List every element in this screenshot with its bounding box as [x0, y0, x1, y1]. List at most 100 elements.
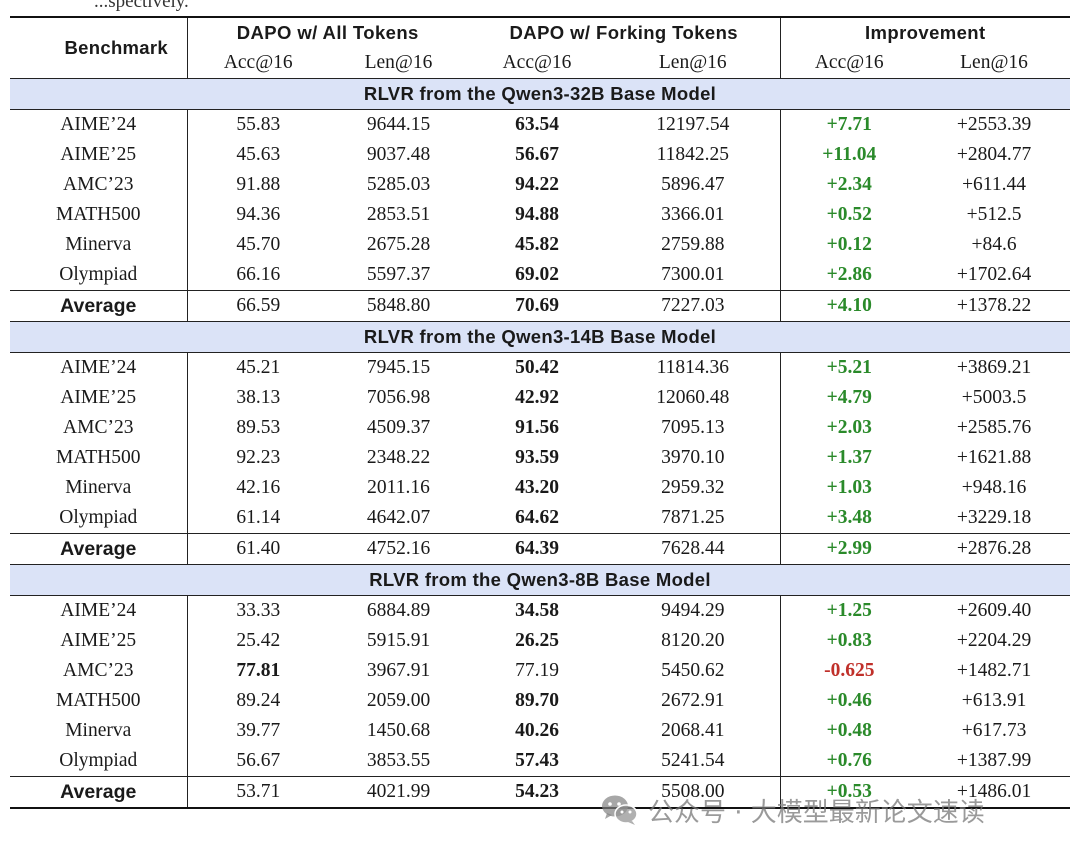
results-table: Benchmark DAPO w/ All Tokens DAPO w/ For…	[10, 16, 1071, 809]
all-acc-cell: 25.42	[186, 626, 329, 656]
all-len-cell: 5848.80	[329, 290, 469, 322]
all-acc-cell: 66.59	[186, 290, 329, 322]
improvement-acc-cell: +1.03	[779, 473, 919, 503]
improvement-acc-cell: +2.03	[779, 413, 919, 443]
improvement-acc-cell: +0.48	[779, 716, 919, 746]
all-len-cell: 4642.07	[366, 507, 431, 528]
forking-len-cell: 5241.54	[661, 750, 725, 771]
forking-acc-cell: 70.69	[468, 290, 607, 322]
section-title: RLVR from the Qwen3-14B Base Model	[10, 321, 1071, 353]
forking-acc-cell: 93.59	[515, 447, 559, 468]
forking-acc-cell: 77.19	[515, 660, 559, 681]
forking-acc-cell: 89.70	[515, 690, 559, 711]
all-len-cell: 6884.89	[366, 600, 431, 621]
section-header-row: RLVR from the Qwen3-8B Base Model	[10, 564, 1071, 596]
improvement-len-cell: +617.73	[961, 720, 1027, 741]
forking-acc-cell: 64.39	[468, 533, 607, 565]
improvement-acc-cell: +0.53	[779, 776, 919, 809]
improvement-len-cell: +512.5	[966, 204, 1022, 225]
improvement-acc-cell: +3.48	[779, 503, 919, 534]
forking-acc-cell: 34.58	[515, 600, 559, 621]
all-acc-cell: 89.24	[186, 686, 329, 716]
average-row: Average 61.40 4752.16 64.39 7628.44 +2.99 +287…	[10, 533, 1071, 565]
benchmark-name: AIME’25	[60, 144, 137, 165]
all-len-cell: 4021.99	[329, 776, 469, 809]
table-row: Minerva 39.77 1450.68 40.26 2068.41 +0.48 +617…	[10, 716, 1070, 746]
table-row: AIME’24 33.33 6884.89 34.58 9494.29 +1.25 +260…	[10, 595, 1070, 626]
benchmark-name: AIME’25	[60, 630, 137, 651]
forking-acc-cell: 69.02	[515, 264, 559, 285]
benchmark-name: MATH500	[55, 447, 141, 468]
all-acc-cell: 66.16	[186, 260, 329, 291]
improvement-len-cell: +84.6	[971, 234, 1017, 255]
improvement-len-cell: +3869.21	[956, 357, 1032, 378]
forking-len-cell: 11842.25	[656, 144, 729, 165]
forking-len-cell: 8120.20	[661, 630, 725, 651]
improvement-acc-cell: +0.76	[779, 746, 919, 777]
forking-acc-cell: 54.23	[468, 776, 607, 809]
all-len-cell: 2059.00	[366, 690, 431, 711]
subheader-row: Acc@16 Len@16 Acc@16 Len@16 Acc@16 Len@1…	[10, 48, 1070, 79]
all-len-cell: 5597.37	[366, 264, 431, 285]
improvement-acc-cell: +7.71	[779, 109, 919, 140]
forking-acc-cell: 63.54	[515, 114, 559, 135]
forking-len-cell: 2068.41	[661, 720, 725, 741]
subheader-acc: Acc@16	[186, 48, 329, 79]
all-len-cell: 4752.16	[329, 533, 469, 565]
forking-acc-cell: 56.67	[515, 144, 559, 165]
forking-len-cell: 7300.01	[661, 264, 725, 285]
wechat-icon	[600, 793, 640, 827]
forking-len-cell: 2759.88	[661, 234, 725, 255]
improvement-acc-cell: +0.46	[779, 686, 919, 716]
all-acc-cell: 45.70	[186, 230, 329, 260]
forking-len-cell: 3366.01	[661, 204, 725, 225]
subheader-len: Len@16	[364, 52, 433, 73]
improvement-acc-cell: +2.34	[779, 170, 919, 200]
benchmark-name: Average	[10, 533, 187, 565]
all-acc-cell: 45.63	[186, 140, 329, 170]
group-header-all-tokens: DAPO w/ All Tokens	[186, 16, 469, 48]
section-title: RLVR from the Qwen3-32B Base Model	[10, 78, 1071, 110]
benchmark-name: AIME’25	[60, 387, 137, 408]
improvement-len-cell: +5003.5	[961, 387, 1027, 408]
section-title: RLVR from the Qwen3-8B Base Model	[10, 564, 1071, 596]
improvement-acc-cell: +4.10	[779, 290, 919, 322]
table-row: AIME’24 55.83 9644.15 63.54 12197.54 +7.71 +25…	[10, 109, 1070, 140]
all-len-cell: 3967.91	[366, 660, 431, 681]
all-acc-cell: 89.53	[186, 413, 329, 443]
benchmark-name: AIME’24	[60, 600, 137, 621]
all-len-cell: 1450.68	[366, 720, 431, 741]
forking-acc-cell: 50.42	[515, 357, 559, 378]
improvement-len-cell: +2876.28	[918, 533, 1071, 565]
forking-acc-cell: 40.26	[515, 720, 559, 741]
improvement-acc-cell: +4.79	[779, 383, 919, 413]
improvement-acc-cell: +0.83	[779, 626, 919, 656]
forking-acc-cell: 64.62	[515, 507, 559, 528]
forking-acc-cell: 94.22	[515, 174, 559, 195]
section-header-row: RLVR from the Qwen3-32B Base Model	[10, 78, 1071, 110]
forking-len-cell: 7628.44	[606, 533, 781, 565]
forking-acc-cell: 94.88	[515, 204, 559, 225]
all-acc-cell: 94.36	[186, 200, 329, 230]
all-acc-cell: 91.88	[186, 170, 329, 200]
improvement-acc-cell: +1.25	[779, 595, 919, 626]
all-acc-cell: 92.23	[186, 443, 329, 473]
benchmark-name: Olympiad	[59, 507, 138, 528]
all-len-cell: 7056.98	[366, 387, 431, 408]
all-acc-cell: 33.33	[186, 595, 329, 626]
improvement-acc-cell: +2.86	[779, 260, 919, 291]
average-row: Average 53.71 4021.99 54.23 5508.00 +0.53 +148…	[10, 776, 1071, 809]
all-len-cell: 3853.55	[366, 750, 431, 771]
all-len-cell: 5285.03	[366, 174, 431, 195]
benchmark-name: MATH500	[55, 690, 141, 711]
forking-len-cell: 5508.00	[606, 776, 781, 809]
table-row: AIME’24 45.21 7945.15 50.42 11814.36 +5.21 +38…	[10, 352, 1070, 383]
improvement-len-cell: +2585.76	[956, 417, 1032, 438]
table-row: AMC’23 77.81 3967.91 77.19 5450.62 -0.625 +148…	[10, 656, 1070, 686]
group-header-forking-tokens: DAPO w/ Forking Tokens	[468, 16, 781, 48]
forking-len-cell: 9494.29	[661, 600, 725, 621]
forking-len-cell: 12197.54	[656, 114, 730, 135]
all-len-cell: 2348.22	[366, 447, 431, 468]
average-row: Average 66.59 5848.80 70.69 7227.03 +4.10 +137…	[10, 290, 1071, 322]
all-len-cell: 2011.16	[367, 477, 430, 498]
